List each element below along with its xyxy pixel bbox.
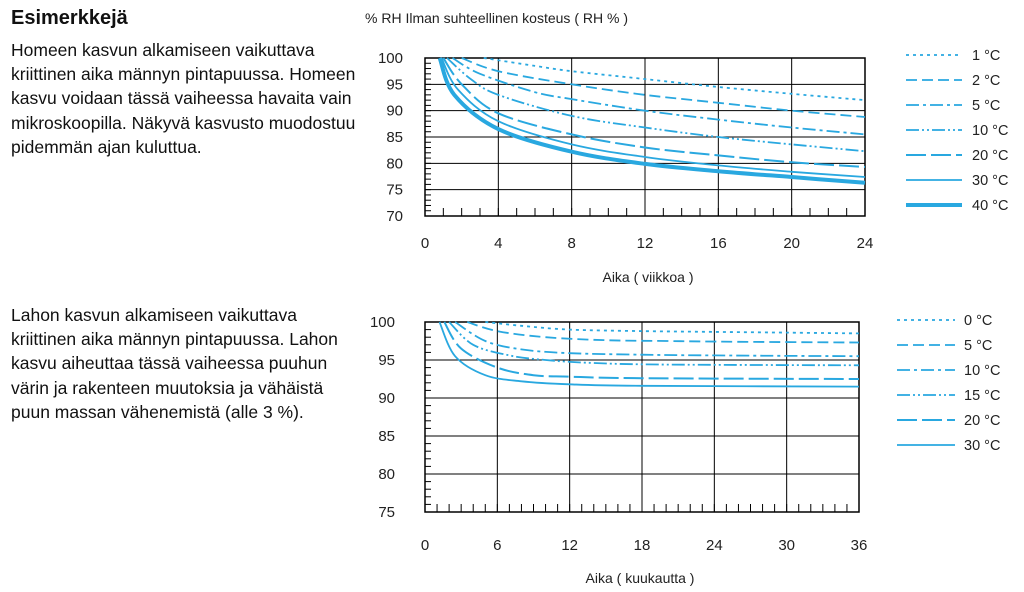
y-tick-label: 95 bbox=[386, 76, 403, 93]
legend-label: 5 °C bbox=[972, 98, 1000, 114]
legend-label: 1 °C bbox=[972, 48, 1000, 64]
decay-description: Lahon kasvun alkamiseen vaikuttava kriit… bbox=[11, 305, 338, 422]
x-tick-label: 0 bbox=[421, 235, 429, 252]
y-tick-label: 75 bbox=[386, 182, 403, 199]
series-line bbox=[452, 57, 866, 136]
y-tick-label: 70 bbox=[386, 208, 403, 225]
x-tick-label: 0 bbox=[421, 537, 429, 554]
legend-label: 20 °C bbox=[964, 413, 1000, 429]
legend-label: 0 °C bbox=[964, 313, 992, 329]
y-tick-label: 90 bbox=[386, 103, 403, 120]
x-tick-label: 18 bbox=[634, 537, 651, 554]
x-tick-label: 36 bbox=[851, 537, 868, 554]
series-line bbox=[466, 321, 860, 344]
series-line bbox=[448, 321, 860, 367]
y-tick-label: 100 bbox=[370, 314, 395, 331]
x-tick-label: 20 bbox=[783, 235, 800, 252]
series-line bbox=[440, 57, 866, 178]
x-tick-label: 30 bbox=[778, 537, 795, 554]
series-line bbox=[461, 57, 866, 118]
series-line bbox=[443, 321, 860, 380]
intro-column: Esimerkkejä bbox=[11, 6, 361, 30]
x-tick-label: 6 bbox=[493, 537, 501, 554]
legend-label: 10 °C bbox=[964, 363, 1000, 379]
x-axis-label: Aika ( kuukautta ) bbox=[586, 570, 695, 586]
plot-frame bbox=[424, 321, 860, 513]
series-line bbox=[437, 57, 866, 185]
x-tick-label: 12 bbox=[637, 235, 654, 252]
y-tick-label: 75 bbox=[378, 504, 395, 521]
series-line bbox=[454, 321, 860, 358]
series-line bbox=[485, 321, 860, 335]
heading: Esimerkkejä bbox=[11, 7, 128, 29]
y-tick-label: 100 bbox=[378, 50, 403, 67]
legend-label: 30 °C bbox=[964, 438, 1000, 454]
y-tick-label: 85 bbox=[386, 129, 403, 146]
mold-description: Homeen kasvun alkamiseen vaikuttava krii… bbox=[11, 40, 356, 157]
legend-label: 30 °C bbox=[972, 173, 1008, 189]
x-tick-label: 12 bbox=[561, 537, 578, 554]
x-tick-label: 8 bbox=[567, 235, 575, 252]
x-tick-label: 24 bbox=[706, 537, 723, 554]
x-axis-label: Aika ( viikkoa ) bbox=[602, 269, 693, 285]
series-line bbox=[442, 57, 866, 168]
chart-title: % RH Ilman suhteellinen kosteus ( RH % ) bbox=[365, 10, 628, 26]
x-tick-label: 16 bbox=[710, 235, 727, 252]
y-tick-label: 80 bbox=[378, 466, 395, 483]
legend-label: 15 °C bbox=[964, 388, 1000, 404]
legend-label: 2 °C bbox=[972, 73, 1000, 89]
y-tick-label: 80 bbox=[386, 155, 403, 172]
series-line bbox=[483, 57, 866, 101]
legend-label: 10 °C bbox=[972, 123, 1008, 139]
x-tick-label: 4 bbox=[494, 235, 502, 252]
plot-frame bbox=[424, 57, 866, 217]
y-tick-label: 95 bbox=[378, 352, 395, 369]
y-tick-label: 85 bbox=[378, 428, 395, 445]
legend-label: 40 °C bbox=[972, 198, 1008, 214]
legend-label: 5 °C bbox=[964, 338, 992, 354]
series-line bbox=[446, 57, 866, 153]
legend-label: 20 °C bbox=[972, 148, 1008, 164]
y-tick-label: 90 bbox=[378, 390, 395, 407]
series-line bbox=[438, 321, 860, 388]
x-tick-label: 24 bbox=[857, 235, 874, 252]
